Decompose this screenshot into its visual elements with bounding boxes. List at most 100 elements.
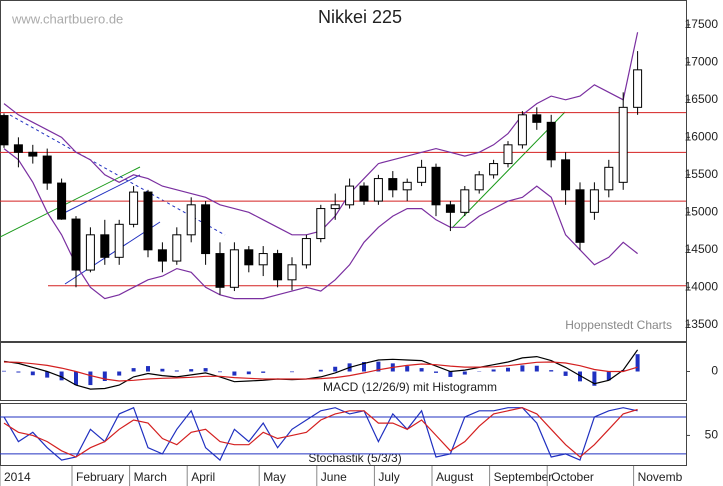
candle-body — [273, 253, 283, 281]
candle-body — [402, 181, 412, 191]
histogram-bar — [59, 371, 64, 381]
candle-body — [316, 208, 326, 240]
candle-body — [388, 178, 398, 191]
candle-body — [244, 249, 254, 266]
histogram-bar — [16, 371, 21, 373]
candle-body — [215, 253, 225, 288]
histogram-bar — [131, 368, 136, 372]
candle-body — [604, 166, 614, 191]
candle-body — [71, 218, 81, 271]
histogram-bar — [2, 370, 6, 372]
candle-body — [589, 189, 599, 213]
candle-body — [546, 121, 556, 161]
candle-body — [28, 151, 38, 157]
x-tick-label: March — [134, 470, 167, 484]
histogram-bar — [102, 371, 107, 381]
candle-body — [445, 204, 455, 213]
candle-body — [57, 182, 67, 220]
y-tick-label: 13500 — [685, 317, 719, 331]
trend-line — [451, 111, 566, 229]
bollinger-band — [3, 148, 638, 300]
y-tick-label: 17000 — [685, 55, 719, 69]
watermark: www.chartbuero.de — [11, 11, 123, 26]
y-tick-label: 15500 — [685, 167, 719, 181]
histogram-bar — [506, 367, 510, 372]
macd-title: MACD (12/26/9) mit Histogramm — [323, 380, 497, 394]
histogram-bar — [578, 371, 582, 382]
indicator-line — [3, 361, 638, 382]
trend-line — [59, 174, 141, 216]
candle-body — [359, 185, 369, 202]
y-tick-label: 50 — [705, 428, 719, 442]
candle-body — [618, 106, 628, 183]
x-tick-label: Novemb — [638, 470, 683, 484]
candle-body — [201, 204, 211, 255]
histogram-bar — [45, 371, 50, 378]
histogram-bar — [534, 365, 539, 372]
x-tick-label: May — [263, 470, 286, 484]
histogram-bar — [606, 371, 611, 381]
histogram-bar — [434, 371, 438, 373]
histogram-bar — [635, 354, 640, 372]
candle-body — [373, 178, 383, 202]
candle-body — [13, 144, 23, 153]
x-tick-label: August — [436, 470, 474, 484]
candle-body — [172, 234, 182, 262]
y-tick-label: 16500 — [685, 92, 719, 106]
candle-body — [489, 163, 499, 176]
candle-body — [330, 204, 340, 210]
candle-body — [532, 114, 542, 123]
histogram-bar — [448, 371, 453, 377]
candle-body — [561, 159, 571, 191]
histogram-bar — [419, 368, 424, 372]
histogram-bar — [146, 366, 150, 372]
candle-body — [503, 144, 513, 165]
chart-title: Nikkei 225 — [318, 7, 402, 27]
stochastic-title: Stochastik (5/3/3) — [308, 451, 401, 465]
histogram-bar — [232, 371, 237, 376]
candle-body — [114, 223, 124, 258]
histogram-bar — [203, 368, 208, 372]
histogram-bar — [174, 370, 179, 372]
histogram-bar — [189, 369, 194, 372]
histogram-bar — [160, 368, 165, 372]
candle-body — [186, 204, 196, 236]
histogram-bar — [290, 371, 294, 373]
candle-body — [85, 234, 95, 271]
x-tick-label: 2014 — [4, 470, 31, 484]
indicator-line — [3, 406, 638, 462]
credit: Hoppenstedt Charts — [565, 318, 672, 332]
indicator-line — [3, 407, 638, 458]
histogram-bar — [520, 365, 525, 372]
candle-body — [287, 264, 297, 281]
candle-body — [42, 155, 52, 184]
histogram-bar — [74, 371, 78, 386]
candle-body — [460, 189, 470, 213]
histogram-bar — [362, 362, 366, 372]
histogram-bar — [318, 369, 323, 372]
candle-body — [157, 249, 167, 262]
x-tick-label: April — [191, 470, 215, 484]
histogram-bar — [117, 371, 122, 376]
y-tick-label: 14000 — [685, 279, 719, 293]
histogram-bar — [88, 371, 93, 386]
candle-body — [345, 185, 355, 206]
histogram-bar — [218, 371, 222, 373]
candle-body — [575, 189, 585, 243]
candle-body — [517, 114, 527, 146]
candle-body — [301, 238, 311, 266]
x-tick-label: June — [321, 470, 347, 484]
histogram-bar — [333, 366, 338, 372]
y-tick-label: 0 — [711, 364, 718, 378]
x-tick-label: October — [551, 470, 594, 484]
trend-line — [0, 166, 141, 238]
price-panel — [0, 0, 687, 342]
candle-body — [431, 166, 441, 206]
candle-body — [143, 191, 153, 251]
histogram-bar — [376, 361, 381, 372]
histogram-bar — [462, 371, 467, 375]
histogram-bar — [592, 371, 597, 386]
candle-body — [0, 115, 9, 146]
candle-body — [100, 234, 110, 258]
